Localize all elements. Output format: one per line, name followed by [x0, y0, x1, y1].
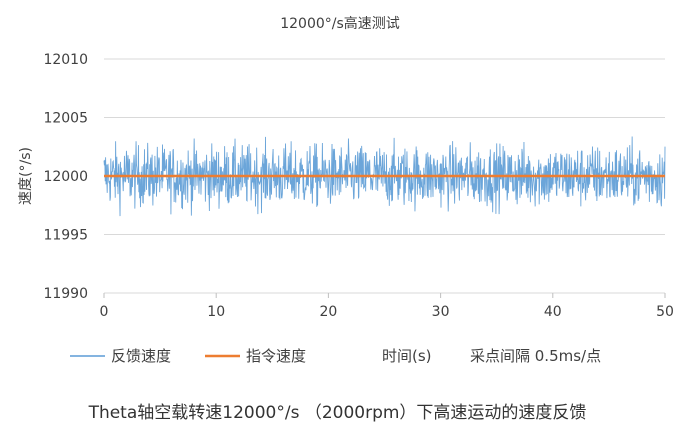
legend-label-command: 指令速度 [246, 347, 306, 365]
y-axis-label: 速度(°/s) [18, 147, 34, 205]
series-line-feedback [103, 136, 666, 217]
y-tick-label: 11990 [43, 286, 88, 302]
y-tick-label: 11995 [43, 228, 88, 244]
y-tick-label: 12005 [43, 111, 88, 127]
x-tick-label: 20 [319, 304, 337, 320]
x-tick-labels: 0 10 20 30 40 50 [100, 293, 674, 320]
x-tick-label: 50 [656, 304, 674, 320]
chart-title: 12000°/s高速测试 [280, 15, 400, 32]
x-tick-label: 0 [100, 304, 109, 320]
y-tick-label: 12010 [43, 52, 88, 68]
y-tick-labels: 11990 11995 12000 12005 12010 [43, 52, 88, 302]
x-tick-label: 10 [207, 304, 225, 320]
x-tick-label: 40 [544, 304, 562, 320]
plot-area [103, 136, 666, 217]
figure-caption: Theta轴空载转速12000°/s （2000rpm）下高速运动的速度反馈 [88, 403, 587, 423]
y-tick-label: 12000 [43, 169, 88, 185]
x-axis-label: 时间(s) [382, 347, 432, 365]
legend-label-feedback: 反馈速度 [111, 347, 171, 365]
legend: 反馈速度 指令速度 时间(s) 采点间隔 0.5ms/点 [70, 347, 601, 365]
sampling-annotation: 采点间隔 0.5ms/点 [470, 347, 601, 365]
x-tick-label: 30 [432, 304, 450, 320]
